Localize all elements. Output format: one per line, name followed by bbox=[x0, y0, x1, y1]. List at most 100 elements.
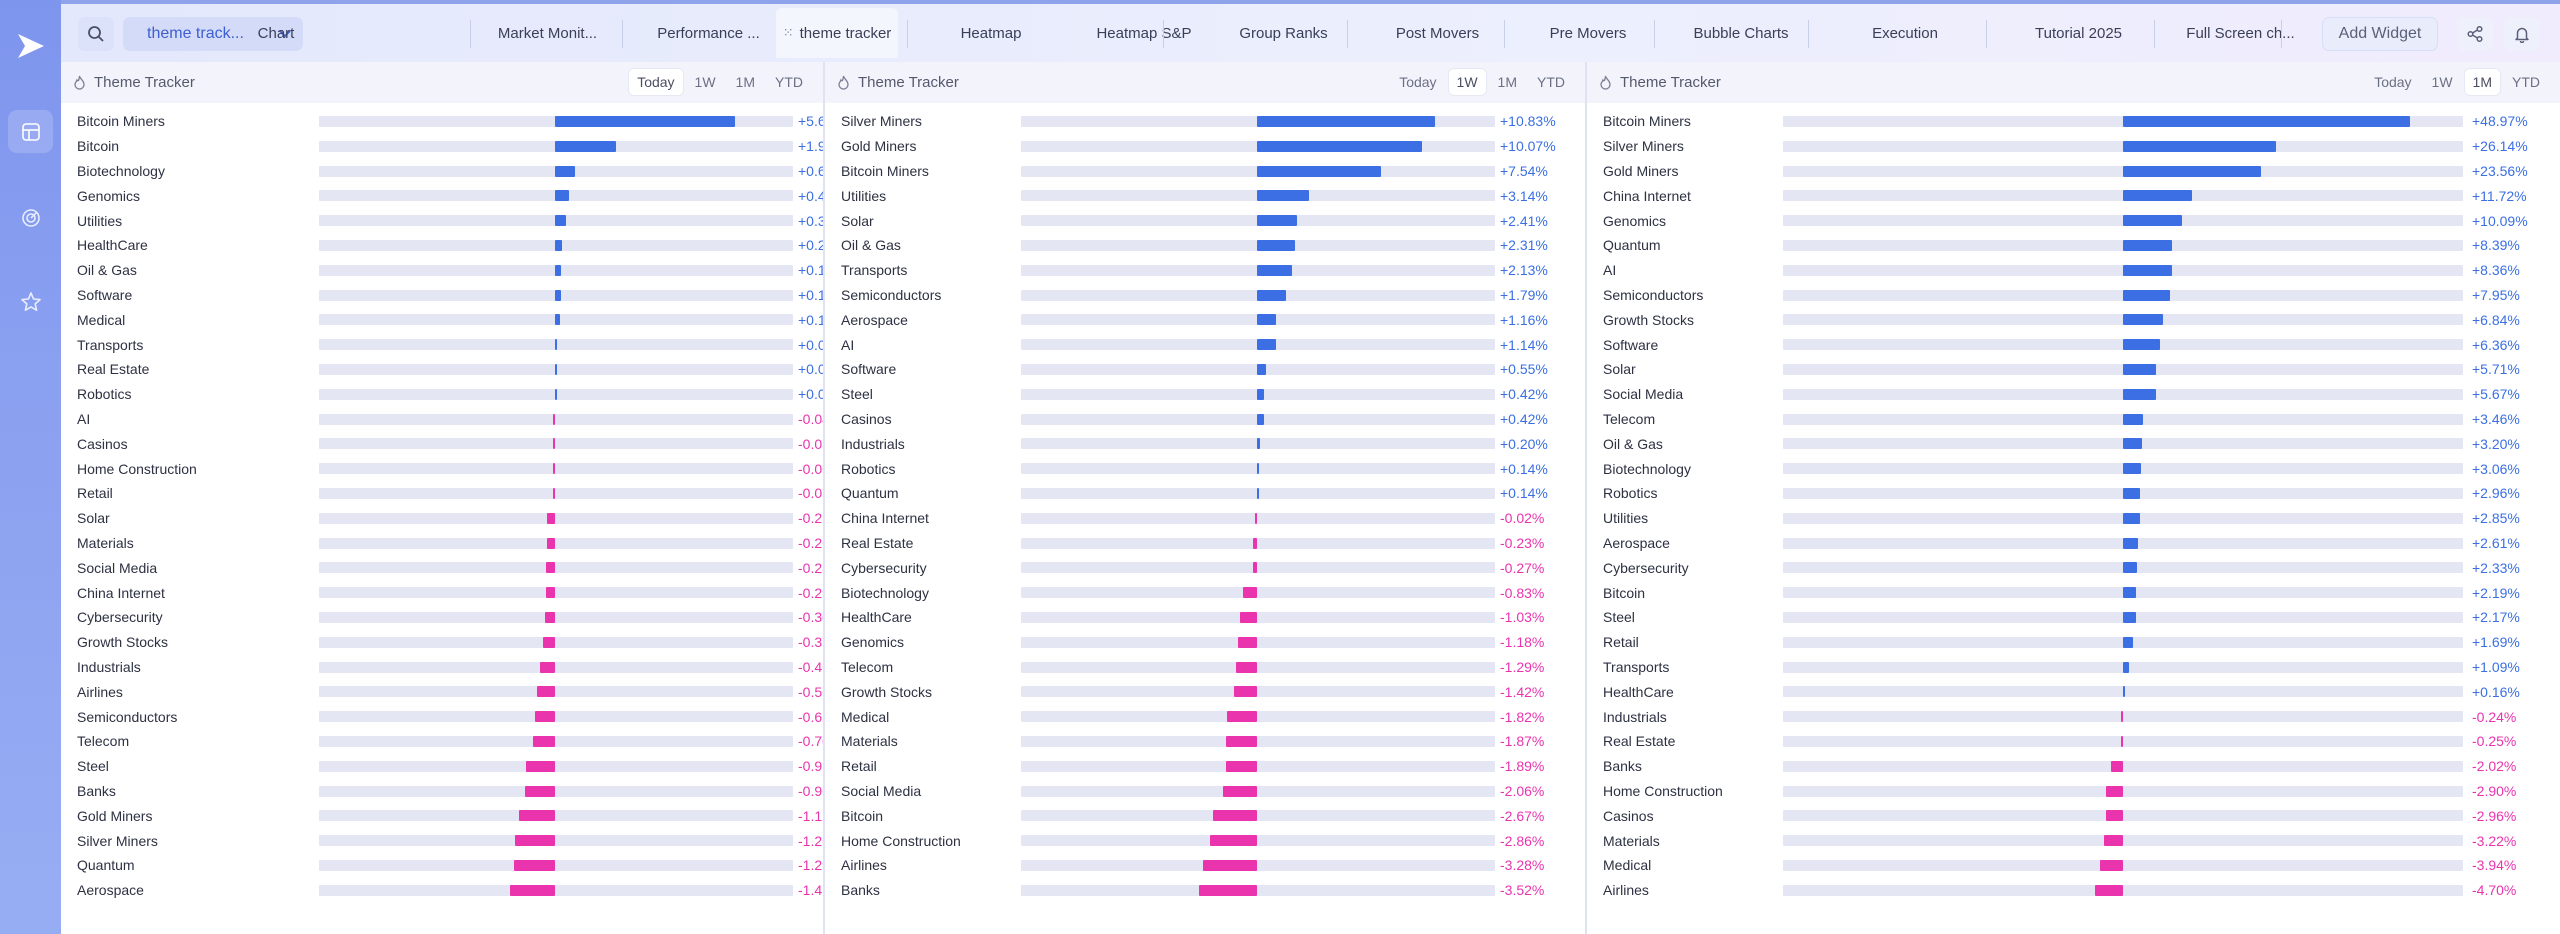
theme-row[interactable]: Gold Miners +10.07% bbox=[825, 134, 1585, 159]
theme-row[interactable]: Software +0.18% bbox=[61, 283, 846, 308]
theme-row[interactable]: Robotics +0.14% bbox=[825, 456, 1585, 481]
theme-row[interactable]: Genomics +10.09% bbox=[1587, 208, 2560, 233]
drag-handle-icon[interactable]: ⁙ bbox=[782, 25, 794, 40]
theme-row[interactable]: Casinos -2.96% bbox=[1587, 803, 2560, 828]
timeframe-1m-button[interactable]: 1M bbox=[1497, 74, 1517, 90]
theme-row[interactable]: Biotechnology -0.83% bbox=[825, 580, 1585, 605]
timeframe-1m-button[interactable]: 1M bbox=[735, 74, 755, 90]
theme-row[interactable]: Aerospace +1.16% bbox=[825, 307, 1585, 332]
theme-row[interactable]: Semiconductors +1.79% bbox=[825, 283, 1585, 308]
theme-row[interactable]: Growth Stocks -1.42% bbox=[825, 679, 1585, 704]
tab-market-monit[interactable]: Market Monit... bbox=[491, 8, 604, 58]
theme-row[interactable]: Cybersecurity +2.33% bbox=[1587, 555, 2560, 580]
theme-row[interactable]: Retail -1.89% bbox=[825, 754, 1585, 779]
theme-row[interactable]: Solar +2.41% bbox=[825, 208, 1585, 233]
theme-row[interactable]: Banks -0.96% bbox=[61, 779, 842, 804]
sidebar-layout-button[interactable] bbox=[8, 110, 53, 153]
theme-row[interactable]: Airlines -4.70% bbox=[1587, 878, 2560, 903]
theme-row[interactable]: Solar -0.25% bbox=[61, 506, 842, 531]
theme-row[interactable]: Software +6.36% bbox=[1587, 332, 2560, 357]
theme-row[interactable]: Steel -0.91% bbox=[61, 754, 842, 779]
theme-row[interactable]: Home Construction -2.90% bbox=[1587, 779, 2560, 804]
theme-row[interactable]: Medical -1.82% bbox=[825, 704, 1585, 729]
theme-row[interactable]: Real Estate -0.23% bbox=[825, 531, 1585, 556]
theme-row[interactable]: Industrials -0.46% bbox=[61, 655, 842, 680]
sidebar-radar-button[interactable] bbox=[8, 196, 53, 239]
theme-row[interactable]: Oil & Gas +3.20% bbox=[1587, 431, 2560, 456]
theme-row[interactable]: Materials -0.26% bbox=[61, 531, 842, 556]
theme-row[interactable]: Home Construction -2.86% bbox=[825, 828, 1585, 853]
theme-row[interactable]: HealthCare +0.16% bbox=[1587, 679, 2560, 704]
theme-row[interactable]: Robotics +2.96% bbox=[1587, 481, 2560, 506]
theme-row[interactable]: Robotics +0.04% bbox=[61, 382, 846, 407]
notifications-button[interactable] bbox=[2504, 17, 2540, 51]
theme-row[interactable]: Aerospace -1.41% bbox=[61, 878, 842, 903]
timeframe-1w-button[interactable]: 1W bbox=[2431, 74, 2453, 90]
theme-row[interactable]: Social Media -2.06% bbox=[825, 779, 1585, 804]
tab-execution[interactable]: Execution bbox=[1833, 8, 1977, 58]
theme-row[interactable]: Growth Stocks +6.84% bbox=[1587, 307, 2560, 332]
theme-row[interactable]: Quantum +8.39% bbox=[1587, 233, 2560, 258]
share-button[interactable] bbox=[2457, 17, 2493, 51]
theme-row[interactable]: Quantum -1.29% bbox=[61, 853, 842, 878]
theme-row[interactable]: Genomics +0.44% bbox=[61, 183, 846, 208]
theme-row[interactable]: Oil & Gas +2.31% bbox=[825, 233, 1585, 258]
tab-group-ranks[interactable]: Group Ranks bbox=[1222, 8, 1345, 58]
theme-row[interactable]: Materials -3.22% bbox=[1587, 828, 2560, 853]
sidebar-favorites-button[interactable] bbox=[8, 280, 53, 323]
theme-row[interactable]: Bitcoin Miners +48.97% bbox=[1587, 109, 2560, 134]
theme-row[interactable]: Gold Miners -1.12% bbox=[61, 803, 842, 828]
theme-row[interactable]: Industrials -0.24% bbox=[1587, 704, 2560, 729]
theme-row[interactable]: Industrials +0.20% bbox=[825, 431, 1585, 456]
timeframe-today-button[interactable]: Today bbox=[1399, 74, 1437, 90]
timeframe-1m-button[interactable]: 1M bbox=[2464, 69, 2500, 95]
theme-row[interactable]: Home Construction -0.06% bbox=[61, 456, 842, 481]
theme-row[interactable]: Telecom -1.29% bbox=[825, 655, 1585, 680]
timeframe-today-button[interactable]: Today bbox=[2374, 74, 2412, 90]
tab-full-screen-ch[interactable]: Full Screen ch... bbox=[2179, 8, 2302, 58]
theme-row[interactable]: Software +0.55% bbox=[825, 357, 1585, 382]
theme-row[interactable]: Banks -2.02% bbox=[1587, 754, 2560, 779]
theme-row[interactable]: Cybersecurity -0.27% bbox=[825, 555, 1585, 580]
theme-row[interactable]: Bitcoin +1.93% bbox=[61, 134, 846, 159]
theme-row[interactable]: Bitcoin Miners +5.67% bbox=[61, 109, 846, 134]
theme-row[interactable]: Aerospace +2.61% bbox=[1587, 531, 2560, 556]
theme-row[interactable]: China Internet +11.72% bbox=[1587, 183, 2560, 208]
theme-row[interactable]: AI -0.04% bbox=[61, 407, 842, 432]
theme-row[interactable]: Utilities +3.14% bbox=[825, 183, 1585, 208]
tab-theme-tracker[interactable]: ⁙ theme tracker bbox=[776, 8, 898, 58]
theme-row[interactable]: Social Media +5.67% bbox=[1587, 382, 2560, 407]
search-button[interactable] bbox=[78, 17, 114, 51]
theme-row[interactable]: Utilities +2.85% bbox=[1587, 506, 2560, 531]
theme-row[interactable]: Bitcoin Miners +7.54% bbox=[825, 159, 1585, 184]
theme-row[interactable]: Banks -3.52% bbox=[825, 878, 1585, 903]
theme-row[interactable]: Steel +0.42% bbox=[825, 382, 1585, 407]
tab-heatmap-s-p[interactable]: Heatmap S&P bbox=[1061, 8, 1227, 58]
theme-row[interactable]: AI +8.36% bbox=[1587, 258, 2560, 283]
theme-row[interactable]: China Internet -0.29% bbox=[61, 580, 842, 605]
tab-bubble-charts[interactable]: Bubble Charts bbox=[1679, 8, 1803, 58]
theme-row[interactable]: Airlines -0.56% bbox=[61, 679, 842, 704]
add-widget-button[interactable]: Add Widget bbox=[2322, 17, 2438, 51]
theme-row[interactable]: Casinos -0.05% bbox=[61, 431, 842, 456]
theme-row[interactable]: Oil & Gas +0.19% bbox=[61, 258, 846, 283]
theme-row[interactable]: Gold Miners +23.56% bbox=[1587, 159, 2560, 184]
theme-row[interactable]: Real Estate +0.05% bbox=[61, 357, 846, 382]
theme-row[interactable]: Medical +0.15% bbox=[61, 307, 846, 332]
tab-chart[interactable]: Chart bbox=[219, 8, 333, 58]
theme-row[interactable]: Social Media -0.28% bbox=[61, 555, 842, 580]
theme-row[interactable]: Quantum +0.14% bbox=[825, 481, 1585, 506]
theme-row[interactable]: Bitcoin +2.19% bbox=[1587, 580, 2560, 605]
layout-select[interactable]: theme track... bbox=[123, 17, 303, 51]
theme-row[interactable]: China Internet -0.02% bbox=[825, 506, 1585, 531]
timeframe-today-button[interactable]: Today bbox=[629, 69, 683, 95]
theme-row[interactable]: Transports +0.07% bbox=[61, 332, 846, 357]
theme-row[interactable]: Silver Miners +26.14% bbox=[1587, 134, 2560, 159]
theme-row[interactable]: AI +1.14% bbox=[825, 332, 1585, 357]
theme-row[interactable]: Transports +2.13% bbox=[825, 258, 1585, 283]
tab-heatmap[interactable]: Heatmap bbox=[926, 8, 1056, 58]
theme-row[interactable]: Growth Stocks -0.37% bbox=[61, 630, 842, 655]
theme-row[interactable]: Biotechnology +3.06% bbox=[1587, 456, 2560, 481]
theme-row[interactable]: Cybersecurity -0.30% bbox=[61, 605, 842, 630]
tab-pre-movers[interactable]: Pre Movers bbox=[1527, 8, 1649, 58]
